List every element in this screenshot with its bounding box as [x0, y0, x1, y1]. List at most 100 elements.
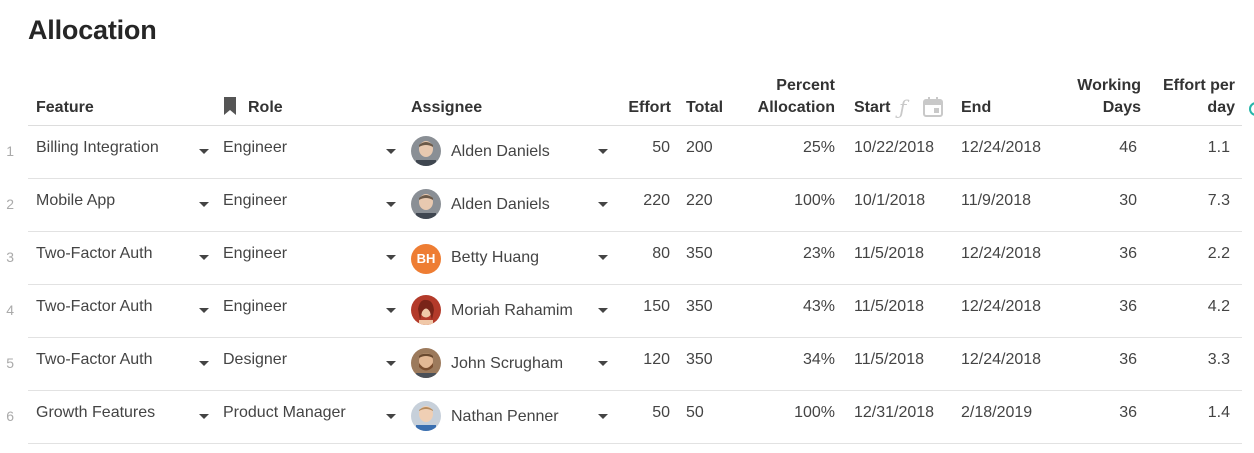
feature-cell[interactable]: Two-Factor Auth [36, 245, 153, 262]
start-cell[interactable]: 11/5/2018 [854, 351, 924, 368]
assignee-dropdown-icon[interactable] [598, 414, 608, 419]
column-header-effort-per-day[interactable]: Effort per day [1140, 75, 1235, 119]
calendar-icon[interactable] [923, 97, 943, 117]
assignee-dropdown-icon[interactable] [598, 255, 608, 260]
feature-cell[interactable]: Growth Features [36, 404, 156, 421]
column-header-assignee[interactable]: Assignee [411, 99, 483, 116]
end-cell[interactable]: 12/24/2018 [961, 139, 1042, 156]
role-cell[interactable]: Designer [223, 351, 288, 368]
avatar: BH [411, 244, 441, 274]
assignee-cell[interactable]: Betty Huang [451, 249, 540, 266]
assignee-dropdown-icon[interactable] [598, 149, 608, 154]
feature-dropdown-icon[interactable] [199, 202, 209, 207]
feature-dropdown-icon[interactable] [199, 149, 209, 154]
effort-cell[interactable]: 80 [652, 245, 670, 262]
start-cell[interactable]: 10/22/2018 [854, 139, 935, 156]
effort-cell[interactable]: 220 [643, 192, 670, 209]
start-cell[interactable]: 10/1/2018 [854, 192, 926, 209]
role-cell[interactable]: Product Manager [223, 404, 346, 421]
column-header-role[interactable]: Role [248, 99, 283, 116]
effort-cell[interactable]: 50 [652, 139, 670, 156]
role-dropdown-icon[interactable] [386, 361, 396, 366]
working-days-cell: 36 [1119, 351, 1137, 368]
effort-per-day-cell: 4.2 [1207, 298, 1230, 315]
working-days-cell: 30 [1119, 192, 1137, 209]
feature-dropdown-icon[interactable] [199, 255, 209, 260]
avatar [411, 401, 441, 431]
feature-cell[interactable]: Two-Factor Auth [36, 351, 153, 368]
assignee-cell[interactable]: Nathan Penner [451, 408, 559, 425]
total-cell: 350 [686, 298, 713, 315]
avatar [411, 189, 441, 219]
column-header-working-line1: Working [1077, 77, 1141, 94]
row-divider [28, 231, 1242, 232]
row-divider [28, 178, 1242, 179]
role-dropdown-icon[interactable] [386, 149, 396, 154]
assignee-cell[interactable]: John Scrugham [451, 355, 564, 372]
role-dropdown-icon[interactable] [386, 255, 396, 260]
formula-icon[interactable]: ƒ [899, 95, 907, 119]
table-row: 1 Billing Integration Engineer Alden Daniel… [0, 126, 1254, 179]
end-cell[interactable]: 12/24/2018 [961, 245, 1042, 262]
assignee-dropdown-icon[interactable] [598, 202, 608, 207]
column-header-total[interactable]: Total [686, 99, 724, 116]
effort-cell[interactable]: 150 [643, 298, 670, 315]
row-number: 1 [6, 143, 14, 159]
end-cell[interactable]: 12/24/2018 [961, 298, 1042, 315]
percent-cell: 23% [802, 245, 835, 262]
start-cell[interactable]: 11/5/2018 [854, 245, 924, 262]
column-header-end[interactable]: End [961, 99, 992, 116]
row-divider [28, 337, 1242, 338]
end-cell[interactable]: 12/24/2018 [961, 351, 1042, 368]
column-header-effortday-line2: day [1207, 99, 1235, 116]
avatar [411, 295, 441, 325]
role-cell[interactable]: Engineer [223, 245, 288, 262]
header-divider [28, 125, 1242, 126]
effort-cell[interactable]: 120 [643, 351, 670, 368]
start-cell[interactable]: 12/31/2018 [854, 404, 935, 421]
percent-cell: 34% [802, 351, 835, 368]
bookmark-icon [224, 97, 236, 115]
feature-cell[interactable]: Billing Integration [36, 139, 159, 156]
column-header-percent-allocation[interactable]: Percent Allocation [735, 75, 835, 119]
row-divider [28, 390, 1242, 391]
role-dropdown-icon[interactable] [386, 308, 396, 313]
feature-cell[interactable]: Two-Factor Auth [36, 298, 153, 315]
column-header-working-line2: Days [1102, 99, 1141, 116]
feature-dropdown-icon[interactable] [199, 414, 209, 419]
feature-cell[interactable]: Mobile App [36, 192, 116, 209]
row-number: 5 [6, 355, 14, 371]
assignee-dropdown-icon[interactable] [598, 308, 608, 313]
role-cell[interactable]: Engineer [223, 139, 288, 156]
row-number: 4 [6, 302, 14, 318]
role-dropdown-icon[interactable] [386, 414, 396, 419]
total-cell: 350 [686, 351, 713, 368]
assignee-cell[interactable]: Alden Daniels [451, 143, 550, 160]
assignee-dropdown-icon[interactable] [598, 361, 608, 366]
role-dropdown-icon[interactable] [386, 202, 396, 207]
feature-dropdown-icon[interactable] [199, 308, 209, 313]
effort-per-day-cell: 1.1 [1207, 139, 1230, 156]
assignee-cell[interactable]: Alden Daniels [451, 196, 550, 213]
add-column-button[interactable] [1249, 102, 1254, 116]
row-number: 6 [6, 408, 14, 424]
effort-per-day-cell: 1.4 [1207, 404, 1230, 421]
feature-dropdown-icon[interactable] [199, 361, 209, 366]
column-header-effort[interactable]: Effort [628, 99, 671, 116]
total-cell: 350 [686, 245, 713, 262]
assignee-cell[interactable]: Moriah Rahamim [451, 302, 573, 319]
start-cell[interactable]: 11/5/2018 [854, 298, 924, 315]
column-header-feature[interactable]: Feature [36, 99, 94, 116]
column-header-working-days[interactable]: Working Days [1040, 75, 1141, 119]
table-row: 4 Two-Factor Auth Engineer Moriah Rahamim 15… [0, 285, 1254, 338]
table-row: 5 Two-Factor Auth Designer John Scrugham 120… [0, 338, 1254, 391]
working-days-cell: 36 [1119, 404, 1137, 421]
percent-cell: 100% [794, 404, 835, 421]
end-cell[interactable]: 2/18/2019 [961, 404, 1033, 421]
effort-cell[interactable]: 50 [652, 404, 670, 421]
column-header-start[interactable]: Start [854, 99, 891, 116]
end-cell[interactable]: 11/9/2018 [961, 192, 1031, 209]
column-header-percent-line2: Allocation [757, 99, 835, 116]
role-cell[interactable]: Engineer [223, 298, 288, 315]
role-cell[interactable]: Engineer [223, 192, 288, 209]
